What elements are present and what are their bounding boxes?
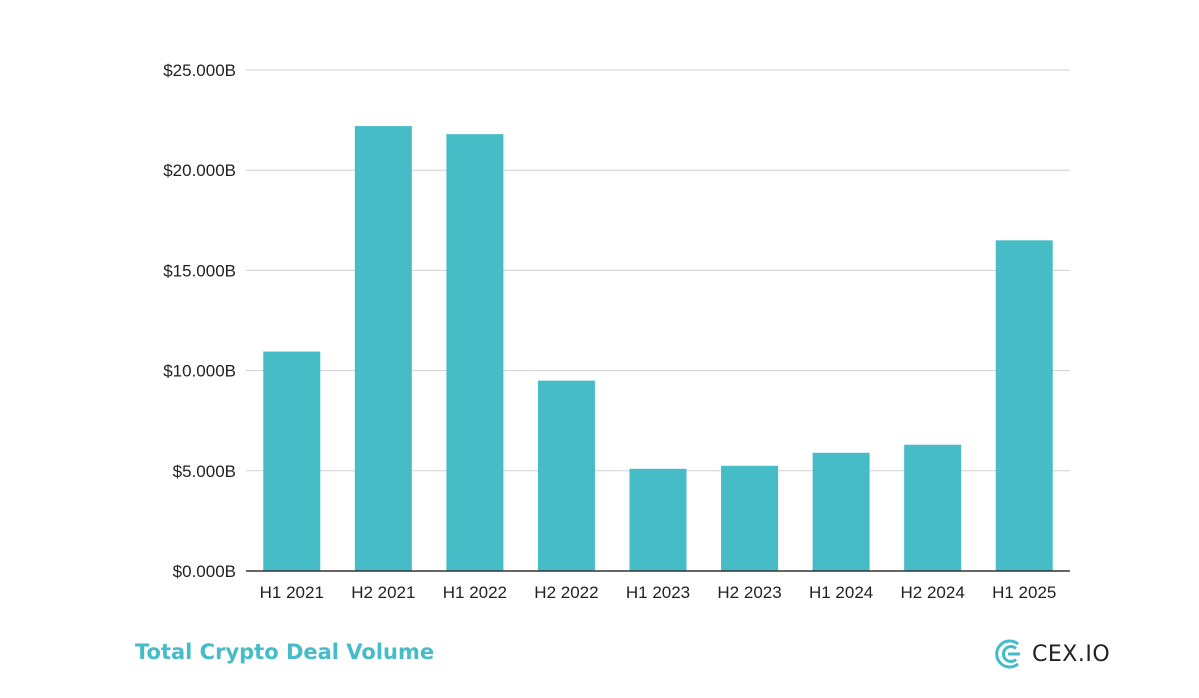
bar (263, 351, 321, 571)
bar (812, 452, 870, 571)
x-tick-label: H1 2024 (809, 583, 873, 602)
brand-logo: CEX.IO (994, 638, 1110, 670)
bar (904, 444, 962, 571)
y-axis-tick-labels: $0.000B $5.000B $10.000B $15.000B $20.000B $2… (163, 61, 236, 581)
bar (354, 126, 412, 571)
y-tick-label: $20.000B (163, 161, 236, 180)
y-tick-label: $15.000B (163, 261, 236, 280)
cex-logo-icon (995, 639, 1020, 669)
x-tick-label: H1 2025 (992, 583, 1056, 602)
x-tick-label: H1 2021 (260, 583, 324, 602)
y-tick-label: $10.000B (163, 362, 236, 381)
bar (995, 240, 1053, 571)
y-tick-label: $25.000B (163, 61, 236, 80)
bar (446, 134, 504, 572)
bar (629, 468, 687, 571)
y-tick-label: $0.000B (173, 562, 236, 581)
bar (721, 465, 779, 571)
bar (537, 380, 595, 571)
footer-title: Total Crypto Deal Volume (135, 640, 435, 664)
x-tick-label: H1 2022 (443, 583, 507, 602)
x-tick-label: H1 2023 (626, 583, 690, 602)
brand-name: CEX.IO (1032, 641, 1111, 667)
x-axis-tick-labels: H1 2021 H2 2021 H1 2022 H2 2022 H1 2023 H2 20… (260, 583, 1057, 602)
x-tick-label: H2 2022 (534, 583, 598, 602)
x-tick-label: H2 2024 (901, 583, 965, 602)
y-tick-label: $5.000B (173, 462, 236, 481)
x-tick-label: H2 2021 (351, 583, 415, 602)
bars (263, 126, 1053, 572)
x-tick-label: H2 2023 (717, 583, 781, 602)
